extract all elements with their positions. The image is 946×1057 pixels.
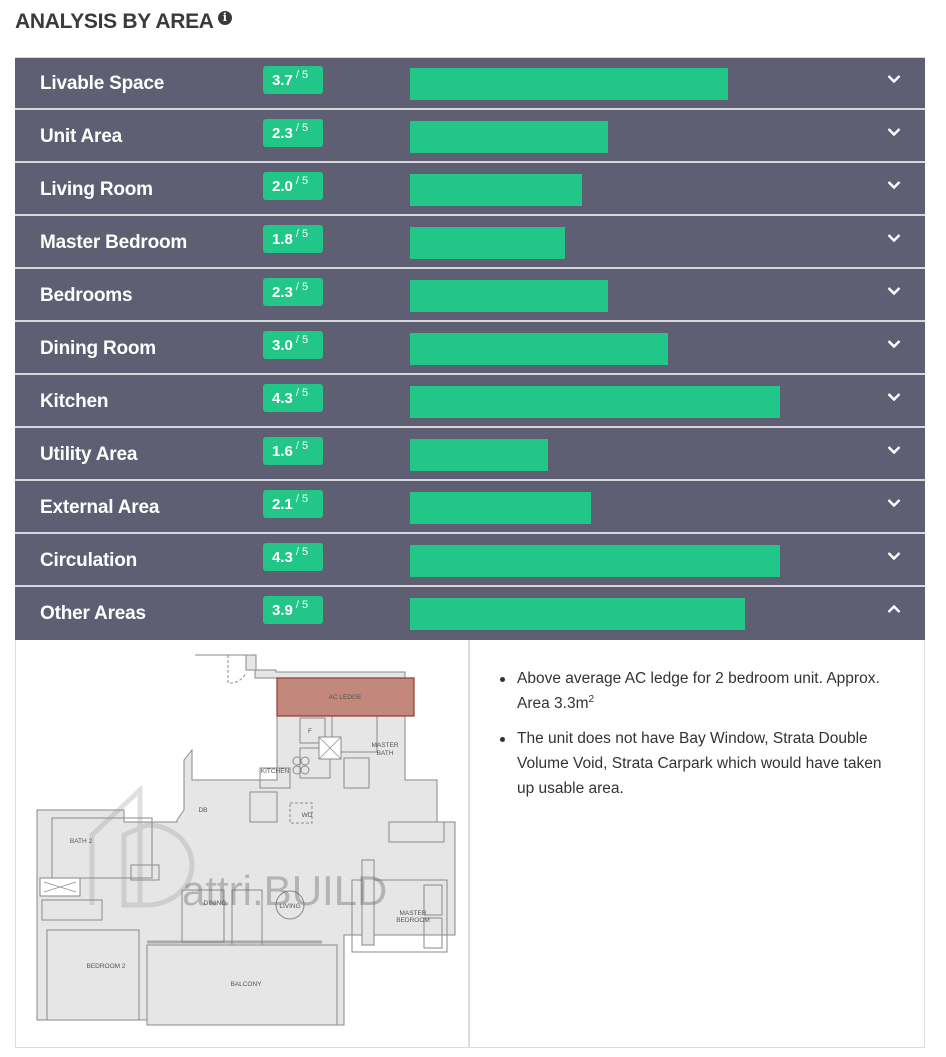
score-badge: 3.9/ 5 (263, 596, 323, 624)
score-badge: 2.0/ 5 (263, 172, 323, 200)
area-row-other-areas[interactable]: Other Areas 3.9/ 5 (15, 587, 925, 640)
area-row-livable-space[interactable]: Livable Space 3.7/ 5 (15, 57, 925, 110)
score-badge: 1.6/ 5 (263, 437, 323, 465)
svg-text:BEDROOM: BEDROOM (396, 917, 430, 924)
score-badge: 2.1/ 5 (263, 490, 323, 518)
svg-text:BEDROOM 2: BEDROOM 2 (86, 963, 125, 970)
score-bar-fill (410, 227, 565, 259)
area-label: Unit Area (40, 126, 122, 147)
chevron-down-icon[interactable] (887, 498, 901, 512)
score-bar (410, 227, 840, 259)
score-bar (410, 439, 840, 471)
svg-text:F: F (308, 728, 312, 735)
chevron-down-icon[interactable] (887, 127, 901, 141)
ac-ledge-highlight (276, 677, 415, 717)
svg-text:WD: WD (302, 812, 313, 819)
section-title: ANALYSIS BY AREA i (15, 10, 232, 34)
chevron-up-icon[interactable] (887, 604, 901, 618)
chevron-down-icon[interactable] (887, 74, 901, 88)
info-icon[interactable]: i (217, 11, 232, 25)
score-badge: 2.3/ 5 (263, 278, 323, 306)
area-row-dining-room[interactable]: Dining Room 3.0/ 5 (15, 322, 925, 375)
score-bar (410, 174, 840, 206)
score-bar (410, 545, 840, 577)
area-row-living-room[interactable]: Living Room 2.0/ 5 (15, 163, 925, 216)
score-bar (410, 598, 840, 630)
area-label: Living Room (40, 179, 153, 200)
score-badge: 4.3/ 5 (263, 543, 323, 571)
chevron-down-icon[interactable] (887, 286, 901, 300)
area-label: Master Bedroom (40, 232, 188, 253)
svg-text:BATH 2: BATH 2 (70, 838, 93, 845)
chevron-down-icon[interactable] (887, 339, 901, 353)
watermark-text: attri.BUILD (182, 867, 387, 914)
chevron-down-icon[interactable] (887, 233, 901, 247)
area-row-bedrooms[interactable]: Bedrooms 2.3/ 5 (15, 269, 925, 322)
note-item: The unit does not have Bay Window, Strat… (500, 726, 894, 801)
svg-text:MASTER: MASTER (399, 910, 426, 917)
score-bar-fill (410, 439, 548, 471)
score-badge: 2.3/ 5 (263, 119, 323, 147)
area-row-kitchen[interactable]: Kitchen 4.3/ 5 (15, 375, 925, 428)
note-item: Above average AC ledge for 2 bedroom uni… (500, 666, 894, 716)
score-bar-fill (410, 68, 729, 100)
area-label: Utility Area (40, 444, 138, 465)
svg-text:MASTER: MASTER (371, 742, 398, 749)
score-bar-fill (410, 598, 746, 630)
score-bar (410, 121, 840, 153)
score-bar (410, 280, 840, 312)
score-bar-fill (410, 492, 591, 524)
score-bar-fill (410, 280, 608, 312)
svg-text:DB: DB (198, 807, 207, 814)
score-badge: 3.0/ 5 (263, 331, 323, 359)
svg-text:KITCHEN: KITCHEN (261, 768, 290, 775)
chevron-down-icon[interactable] (887, 445, 901, 459)
score-bar (410, 386, 840, 418)
score-bar-fill (410, 174, 582, 206)
area-row-master-bedroom[interactable]: Master Bedroom 1.8/ 5 (15, 216, 925, 269)
notes-list: Above average AC ledge for 2 bedroom uni… (500, 666, 894, 801)
area-row-utility-area[interactable]: Utility Area 1.6/ 5 (15, 428, 925, 481)
chevron-down-icon[interactable] (887, 392, 901, 406)
svg-text:AC LEDGE: AC LEDGE (329, 694, 363, 701)
area-label: Bedrooms (40, 285, 133, 306)
area-label: Circulation (40, 550, 138, 571)
area-label: Livable Space (40, 73, 165, 94)
score-bar-fill (410, 333, 668, 365)
area-row-circulation[interactable]: Circulation 4.3/ 5 (15, 534, 925, 587)
area-label: Dining Room (40, 338, 157, 359)
area-row-unit-area[interactable]: Unit Area 2.3/ 5 (15, 110, 925, 163)
score-bar-fill (410, 386, 780, 418)
other-areas-panel: attri.BUILD AC LEDGE F MASTER BATH KITCH… (15, 640, 925, 1048)
chevron-down-icon[interactable] (887, 551, 901, 565)
score-bar (410, 492, 840, 524)
score-badge: 3.7/ 5 (263, 66, 323, 94)
svg-text:BATH: BATH (377, 750, 394, 757)
area-label: External Area (40, 497, 160, 518)
score-bar (410, 68, 840, 100)
area-label: Other Areas (40, 603, 146, 624)
area-label: Kitchen (40, 391, 109, 412)
score-badge: 1.8/ 5 (263, 225, 323, 253)
svg-text:DINING: DINING (204, 900, 227, 907)
score-bar-fill (410, 545, 780, 577)
score-badge: 4.3/ 5 (263, 384, 323, 412)
area-accordion: Livable Space 3.7/ 5 Unit Area 2.3/ 5 Living… (15, 57, 925, 1048)
floorplan-image: attri.BUILD AC LEDGE F MASTER BATH KITCH… (36, 654, 456, 1026)
chevron-down-icon[interactable] (887, 180, 901, 194)
area-row-external-area[interactable]: External Area 2.1/ 5 (15, 481, 925, 534)
svg-text:BALCONY: BALCONY (230, 981, 262, 988)
other-areas-notes: Above average AC ledge for 2 bedroom uni… (470, 640, 924, 1047)
svg-text:LIVING: LIVING (279, 903, 300, 910)
floorplan-container: attri.BUILD AC LEDGE F MASTER BATH KITCH… (16, 640, 470, 1047)
section-title-text: ANALYSIS BY AREA (15, 10, 214, 33)
score-bar-fill (410, 121, 608, 153)
score-bar (410, 333, 840, 365)
